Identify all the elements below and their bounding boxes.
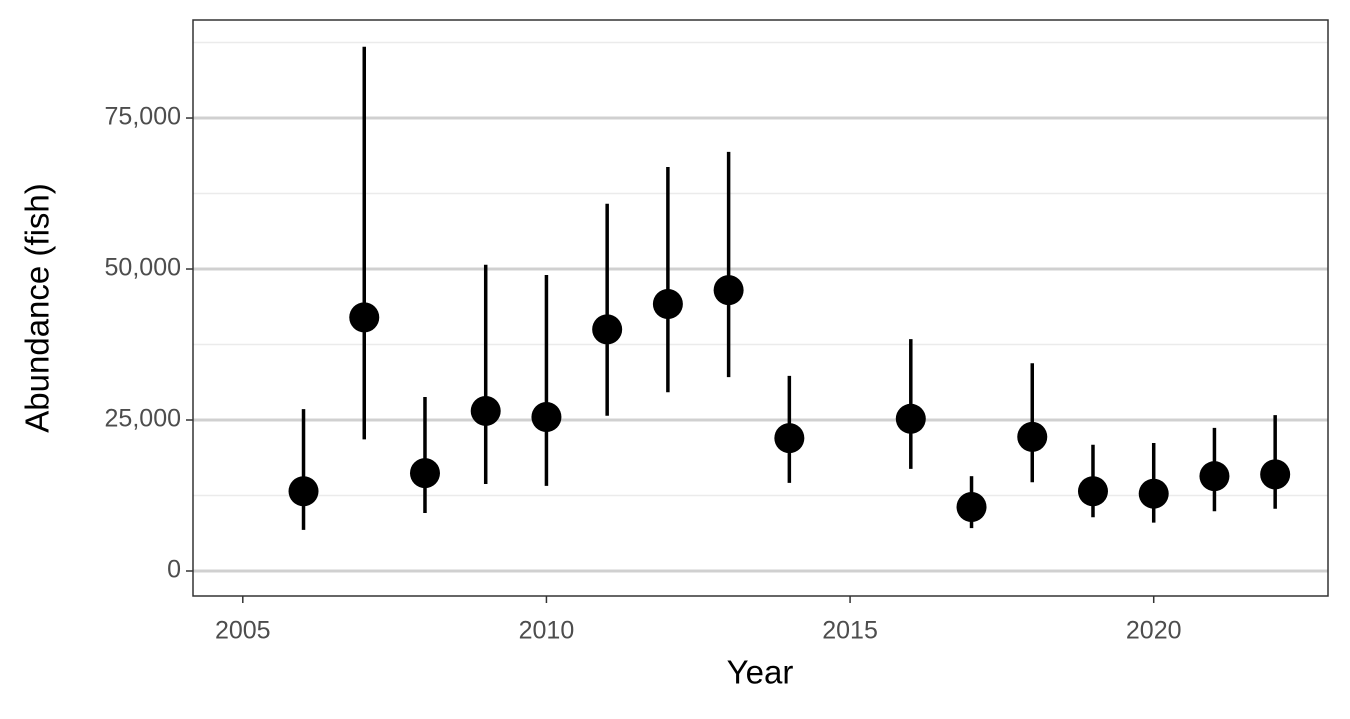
grid <box>193 41 1328 573</box>
x-tick-label: 2010 <box>519 617 575 645</box>
y-tick-label: 50,000 <box>105 254 181 282</box>
point <box>1260 459 1291 490</box>
y-axis-title: Abundance (fish) <box>19 183 56 432</box>
point <box>531 401 562 432</box>
y-tick-label: 25,000 <box>105 405 181 433</box>
point <box>409 458 440 489</box>
y-tick-label: 0 <box>167 556 181 584</box>
point <box>1138 478 1169 509</box>
point <box>956 491 987 522</box>
point <box>1017 421 1048 452</box>
point <box>774 423 805 454</box>
y-tick-label: 75,000 <box>105 103 181 131</box>
x-tick-label: 2005 <box>215 617 271 645</box>
point <box>288 476 319 507</box>
marks <box>288 46 1291 530</box>
point <box>895 403 926 434</box>
point <box>349 302 380 333</box>
axes: 0 25,000 50,000 75,000 2005 2010 2015 2020 <box>105 103 1182 645</box>
point <box>592 314 623 345</box>
point <box>1077 476 1108 507</box>
point <box>713 275 744 306</box>
point <box>1199 461 1230 492</box>
x-tick-label: 2020 <box>1126 617 1182 645</box>
point <box>652 289 683 320</box>
panel-border <box>192 19 1329 597</box>
point <box>470 395 501 426</box>
x-tick-label: 2015 <box>822 617 878 645</box>
x-axis-title: Year <box>727 654 794 691</box>
